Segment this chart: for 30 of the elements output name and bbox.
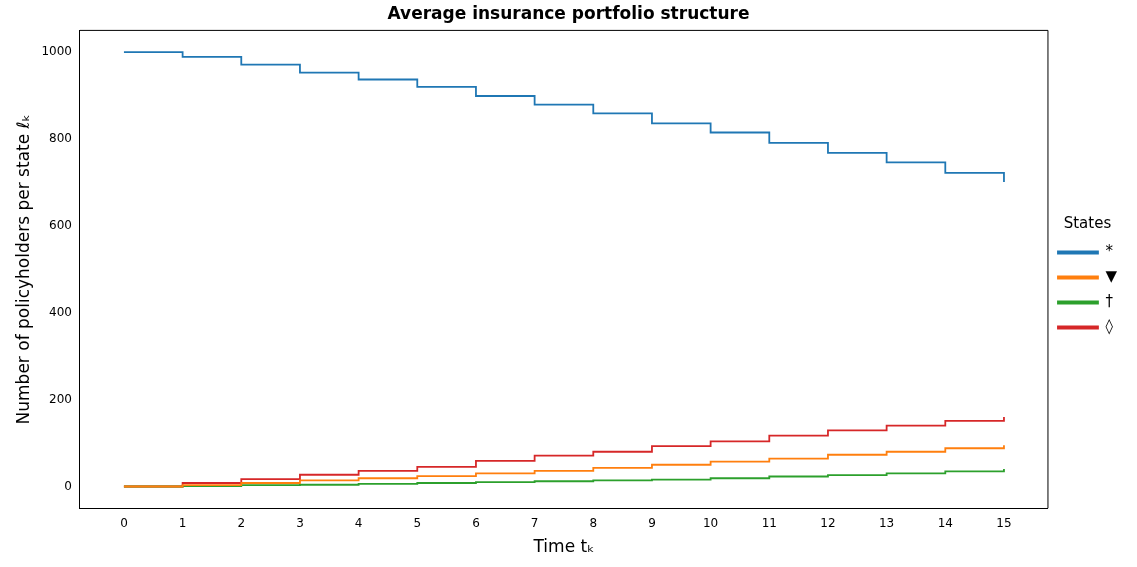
x-tick-label: 9	[648, 515, 656, 530]
x-tick-label: 2	[237, 515, 246, 530]
y-tick-label: 400	[49, 304, 72, 319]
x-tick-label: 14	[937, 515, 953, 530]
x-tick-label: 5	[413, 515, 422, 530]
x-tick-label: 12	[820, 515, 836, 530]
x-tick-label: 13	[878, 515, 895, 530]
x-tick-label: 10	[702, 515, 719, 530]
legend-label: ◊	[1105, 317, 1114, 336]
chart-title: Average insurance portfolio structure	[387, 2, 750, 23]
y-axis-title: Number of policyholders per state ℓₖ	[12, 114, 33, 425]
x-axis-title: Time tₖ	[532, 536, 595, 557]
y-tick-label: 0	[64, 478, 72, 493]
legend-title: States	[1063, 214, 1112, 233]
x-tick-label: 4	[354, 515, 363, 530]
y-tick-label: 800	[49, 131, 72, 146]
y-tick-label: 200	[49, 391, 72, 406]
x-tick-label: 6	[472, 515, 480, 530]
legend-label: ▼	[1105, 267, 1118, 286]
legend-label: †	[1105, 292, 1114, 311]
x-tick-label: 3	[296, 515, 304, 530]
x-tick-label: 11	[761, 515, 777, 530]
x-tick-label: 0	[120, 515, 128, 530]
legend-label: *	[1105, 242, 1114, 261]
x-tick-label: 1	[178, 515, 187, 530]
x-tick-label: 7	[530, 515, 539, 530]
y-tick-label: 1000	[41, 44, 72, 59]
x-tick-label: 8	[589, 515, 598, 530]
x-tick-label: 15	[996, 515, 1012, 530]
y-tick-label: 600	[49, 217, 72, 232]
